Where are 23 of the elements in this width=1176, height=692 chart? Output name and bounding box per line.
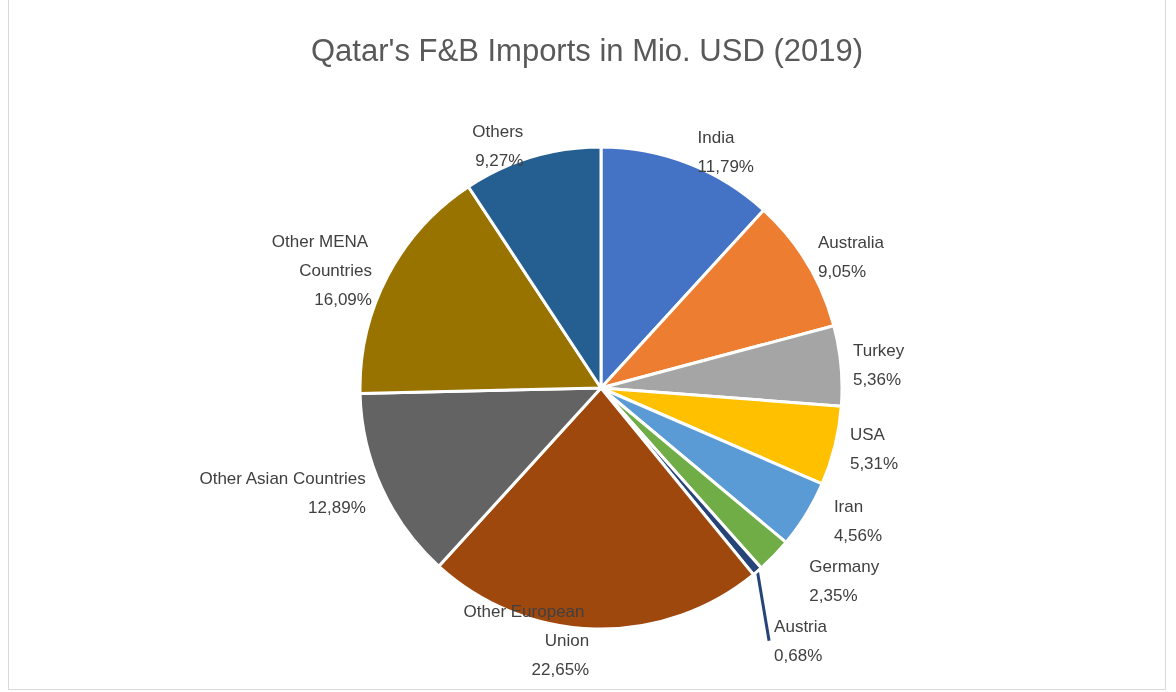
slice-label: India [697, 128, 735, 148]
data-label: 16,09% [314, 290, 372, 310]
data-label: 9,05% [817, 261, 867, 281]
data-label: 4,56% [833, 525, 883, 545]
slice-label: USA [849, 424, 886, 444]
slice-label: Others [472, 121, 524, 141]
slice-label: Australia [817, 232, 885, 252]
slice-label: Germany [809, 556, 880, 576]
data-label: 5,31% [849, 453, 899, 473]
chart-title: Qatar's F&B Imports in Mio. USD (2019) [310, 33, 864, 68]
data-label: 12,89% [308, 497, 366, 517]
data-label: 11,79% [697, 157, 754, 177]
data-label: 5,36% [852, 369, 902, 389]
slice-label: Other Asian Countries [199, 468, 366, 488]
slice-label: Austria [774, 616, 828, 636]
slice-label: Turkey [852, 340, 905, 360]
data-label: 2,35% [809, 585, 858, 605]
data-label: 9,27% [475, 150, 524, 170]
slice-label: Other MENA Countries [271, 232, 372, 281]
slice-label: Other European Union [463, 602, 590, 651]
data-label: 0,68% [774, 645, 823, 665]
slice-label: Iran [833, 496, 864, 516]
data-label: 22,65% [531, 660, 590, 680]
